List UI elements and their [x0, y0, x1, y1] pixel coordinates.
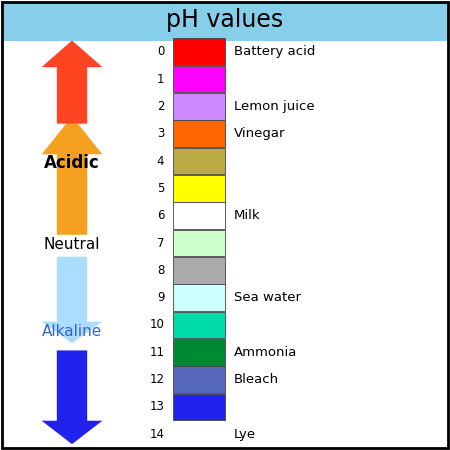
Text: Vinegar: Vinegar	[234, 127, 285, 140]
Text: 9: 9	[157, 291, 164, 304]
Text: Bleach: Bleach	[234, 373, 279, 386]
FancyBboxPatch shape	[173, 121, 225, 147]
Text: 1: 1	[157, 72, 164, 86]
FancyBboxPatch shape	[173, 339, 225, 365]
Text: pH values: pH values	[166, 8, 284, 32]
Text: 4: 4	[157, 154, 164, 167]
Text: Battery acid: Battery acid	[234, 45, 315, 58]
Text: Sea water: Sea water	[234, 291, 301, 304]
Text: Milk: Milk	[234, 209, 261, 222]
FancyBboxPatch shape	[2, 2, 448, 40]
Text: Lye: Lye	[234, 428, 256, 441]
Text: 13: 13	[149, 400, 164, 414]
FancyBboxPatch shape	[173, 284, 225, 311]
FancyBboxPatch shape	[173, 257, 225, 284]
FancyBboxPatch shape	[173, 202, 225, 229]
FancyBboxPatch shape	[173, 66, 225, 92]
Text: Ammonia: Ammonia	[234, 346, 297, 359]
Polygon shape	[41, 117, 103, 235]
Text: 14: 14	[149, 428, 164, 441]
Text: Alkaline: Alkaline	[42, 324, 102, 339]
Text: 10: 10	[149, 319, 164, 332]
Polygon shape	[41, 256, 103, 343]
FancyBboxPatch shape	[173, 39, 225, 65]
Text: 3: 3	[157, 127, 164, 140]
Text: 6: 6	[157, 209, 164, 222]
FancyBboxPatch shape	[173, 394, 225, 420]
FancyBboxPatch shape	[173, 312, 225, 338]
Text: 5: 5	[157, 182, 164, 195]
Text: 12: 12	[149, 373, 164, 386]
Text: 11: 11	[149, 346, 164, 359]
Text: 0: 0	[157, 45, 164, 58]
FancyBboxPatch shape	[173, 148, 225, 174]
Text: Acidic: Acidic	[44, 154, 100, 172]
FancyBboxPatch shape	[173, 93, 225, 120]
Polygon shape	[41, 40, 103, 124]
FancyBboxPatch shape	[173, 175, 225, 202]
Text: 7: 7	[157, 237, 164, 249]
Text: 8: 8	[157, 264, 164, 277]
Text: Neutral: Neutral	[44, 237, 100, 252]
Text: 2: 2	[157, 100, 164, 113]
FancyBboxPatch shape	[173, 230, 225, 256]
Text: Lemon juice: Lemon juice	[234, 100, 315, 113]
Polygon shape	[41, 351, 103, 444]
FancyBboxPatch shape	[173, 366, 225, 393]
